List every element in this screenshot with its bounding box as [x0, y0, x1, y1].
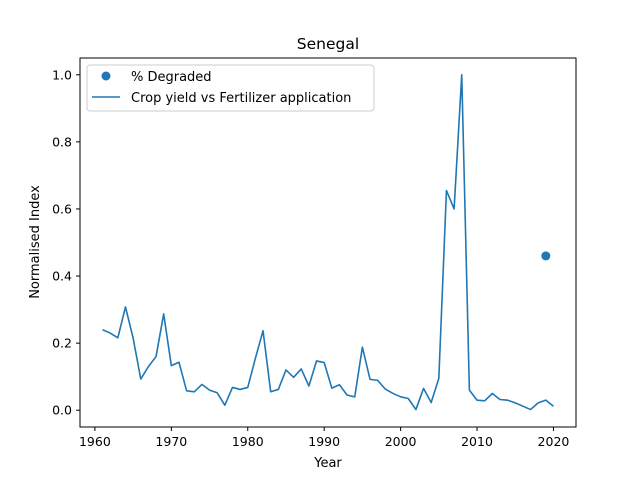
y-axis-label: Normalised Index: [28, 185, 43, 299]
x-axis: 1960 1970 1980 1990 2000 2010 2020: [79, 427, 569, 449]
x-tick-label: 2000: [385, 434, 417, 449]
x-tick-label: 1990: [308, 434, 340, 449]
y-tick-label: 0.6: [52, 201, 72, 216]
x-tick-label: 1980: [232, 434, 264, 449]
x-tick-label: 1960: [79, 434, 111, 449]
x-axis-label: Year: [313, 456, 342, 471]
legend-box: [86, 64, 375, 112]
y-tick-label: 0.4: [52, 269, 72, 284]
y-axis: 0.0 0.2 0.4 0.6 0.8 1.0: [52, 67, 80, 418]
series-line-crop-yield: [102, 73, 554, 411]
scatter-point-degraded: [541, 251, 551, 261]
plot-area: [79, 57, 577, 428]
chart-title: Senegal: [297, 35, 359, 53]
series-layer: [102, 73, 554, 411]
x-tick-label: 2010: [461, 434, 493, 449]
legend-label-degraded: % Degraded: [131, 70, 212, 85]
legend-marker-degraded: [101, 71, 111, 81]
y-tick-label: 0.0: [52, 403, 72, 418]
y-tick-label: 0.2: [52, 336, 72, 351]
legend: % Degraded Crop yield vs Fertilizer appl…: [86, 64, 375, 112]
y-tick-label: 1.0: [52, 67, 72, 82]
axes-frame: [79, 57, 577, 428]
y-tick-label: 0.8: [52, 134, 72, 149]
x-tick-label: 2020: [538, 434, 570, 449]
x-tick-label: 1970: [155, 434, 187, 449]
legend-label-crop-yield: Crop yield vs Fertilizer application: [131, 91, 351, 106]
